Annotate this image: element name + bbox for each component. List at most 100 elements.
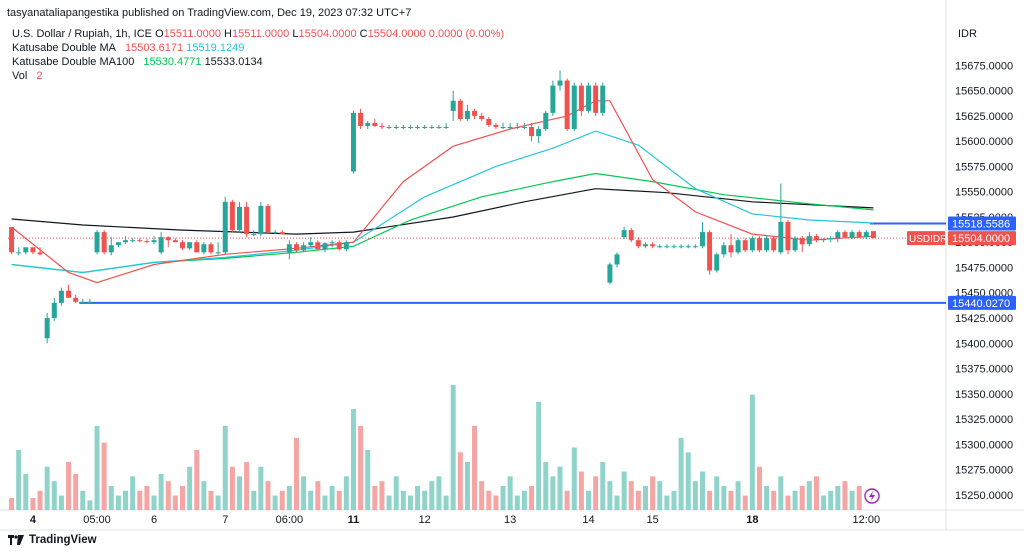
candle-body (650, 244, 656, 247)
candle-body (571, 85, 577, 130)
candle (343, 240, 349, 252)
candle (756, 236, 762, 253)
volume-bar (621, 471, 627, 510)
y-tick-label: 15625.0000 (955, 111, 1013, 123)
candle-body (557, 80, 563, 86)
volume-bar (343, 476, 349, 510)
candle-body (742, 240, 748, 251)
candle (699, 222, 705, 249)
candle-body (550, 85, 556, 113)
candle (315, 240, 321, 251)
volume-bar (415, 485, 421, 510)
volume-bar (671, 490, 677, 510)
candle-body (792, 238, 798, 251)
x-tick-label: 05:00 (83, 514, 111, 526)
candle (692, 244, 698, 249)
candle-body (151, 240, 157, 243)
volume-bar (165, 481, 171, 510)
vol-legend-row[interactable]: Vol 2 (12, 69, 504, 83)
y-tick-label: 15325.0000 (955, 414, 1013, 426)
x-tick-label: 14 (582, 514, 594, 526)
candle (336, 240, 342, 251)
y-tick-label: 15300.0000 (955, 439, 1013, 451)
volume-bar (350, 409, 356, 510)
candle-body (521, 127, 527, 129)
x-tick-label: 4 (30, 514, 37, 526)
volume-bar (571, 447, 577, 510)
volume-bar (286, 485, 292, 510)
volume-bar (108, 485, 114, 510)
volume-bar (714, 476, 720, 510)
ma100-fast-line (11, 172, 874, 274)
candle-body (586, 85, 592, 111)
candle (707, 230, 713, 275)
ma-label: Katusabe Double MA (12, 42, 116, 54)
candle-body (472, 110, 478, 116)
candle (479, 112, 485, 121)
candle-body (593, 85, 599, 113)
ma-legend-row[interactable]: Katusabe Double MA 15503.6171 15519.1249 (12, 41, 504, 55)
candle (621, 227, 627, 240)
volume-bar (272, 495, 278, 510)
candle (600, 82, 606, 116)
candle-body (108, 245, 114, 253)
candle-body (180, 242, 186, 249)
volume-bar (450, 385, 456, 510)
candle (607, 262, 613, 285)
candle-body (870, 231, 876, 239)
volume-bar (229, 466, 235, 510)
volume-bar (564, 490, 570, 510)
last-price-label: 15504.0000 (952, 233, 1010, 245)
candle (785, 219, 791, 255)
candle-body (464, 110, 470, 119)
volume-bar (828, 490, 834, 510)
level-price-label: 15440.0270 (952, 298, 1010, 310)
candle (165, 236, 171, 248)
level-price-tag (948, 216, 1016, 231)
candle (742, 238, 748, 253)
volume-bar (80, 490, 86, 510)
volume-bar (422, 490, 428, 510)
candle (172, 238, 178, 243)
x-tick-label: 11 (348, 514, 360, 526)
candle-body (237, 206, 242, 231)
volume-bar (472, 425, 478, 510)
y-tick-label: 15350.0000 (955, 389, 1013, 401)
volume-bar (251, 490, 257, 510)
candle (379, 122, 385, 130)
ma100-legend-row[interactable]: Katusabe Double MA100 15530.4771 15533.0… (12, 55, 504, 69)
candle-body (115, 242, 121, 246)
candle-body (671, 246, 677, 248)
candle-body (764, 238, 770, 251)
candle (685, 244, 691, 249)
candle (486, 116, 492, 128)
candle-body (301, 245, 307, 251)
ma100-value-2: 15533.0134 (204, 56, 263, 68)
candle (251, 230, 257, 237)
candle-body (500, 127, 506, 129)
candle (635, 237, 641, 249)
candle-body (187, 242, 193, 249)
candle (564, 78, 570, 132)
candle (749, 236, 755, 253)
candle (272, 230, 278, 235)
level-price-label: 15518.5586 (952, 218, 1010, 230)
volume-bar (799, 485, 805, 510)
candle-body (172, 240, 178, 243)
candle (372, 118, 378, 128)
candle (806, 232, 812, 247)
candle (194, 240, 200, 253)
volume-bar (600, 461, 606, 510)
candle (593, 82, 599, 116)
candle (557, 70, 563, 91)
candle-body (208, 244, 214, 253)
candle-body (315, 242, 321, 250)
candle (849, 230, 855, 240)
candle (863, 230, 869, 240)
candle-body (393, 127, 399, 129)
volume-bar (856, 485, 862, 510)
volume-bar (436, 476, 442, 510)
candle-body (251, 234, 257, 236)
candle (180, 240, 186, 251)
